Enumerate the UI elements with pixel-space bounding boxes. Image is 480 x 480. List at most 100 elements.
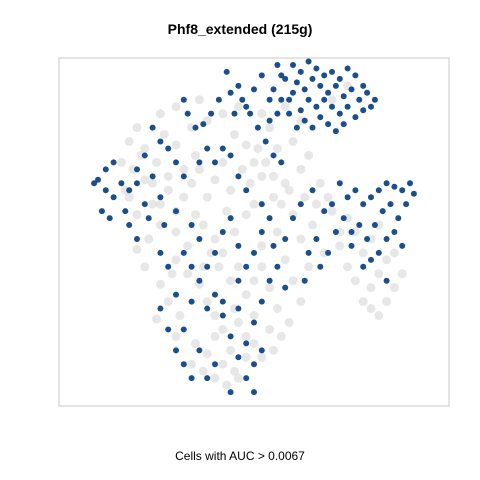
highlighted-cell-point xyxy=(243,340,250,347)
highlighted-cell-point xyxy=(301,117,308,124)
highlighted-cell-point xyxy=(348,229,355,235)
highlighted-cell-point xyxy=(219,145,226,152)
background-cell-point xyxy=(265,324,275,334)
highlighted-cell-point xyxy=(325,121,332,128)
highlighted-cell-point xyxy=(356,222,363,229)
highlighted-cell-point xyxy=(219,229,226,235)
highlighted-cell-point xyxy=(227,389,234,396)
highlighted-cell-point xyxy=(325,249,332,256)
background-cell-point xyxy=(167,269,177,279)
background-cell-point xyxy=(233,373,243,383)
highlighted-cell-point xyxy=(360,82,367,89)
highlighted-cell-point xyxy=(188,375,195,382)
highlighted-cell-point xyxy=(274,110,281,117)
highlighted-cell-point xyxy=(321,96,328,103)
background-cell-point xyxy=(280,255,290,265)
background-cell-point xyxy=(171,102,181,112)
highlighted-cell-point xyxy=(196,347,203,354)
background-cell-point xyxy=(132,123,142,133)
highlighted-cell-point xyxy=(305,58,312,65)
highlighted-cell-point xyxy=(243,263,250,270)
background-cell-point xyxy=(241,290,251,300)
background-cell-point xyxy=(124,192,134,202)
background-cell-point xyxy=(249,276,259,286)
background-cell-point xyxy=(233,102,243,112)
highlighted-cell-point xyxy=(293,124,300,131)
highlighted-cell-point xyxy=(344,103,351,110)
background-cell-point xyxy=(261,157,271,167)
highlighted-cell-point xyxy=(141,152,148,159)
background-cell-point xyxy=(198,220,208,230)
highlighted-cell-point xyxy=(368,256,374,263)
highlighted-cell-point xyxy=(180,361,187,368)
highlighted-cell-point xyxy=(212,291,218,298)
highlighted-cell-point xyxy=(134,166,140,173)
highlighted-cell-point xyxy=(282,284,289,291)
highlighted-cell-point xyxy=(383,277,390,284)
highlighted-cell-point xyxy=(368,103,374,110)
highlighted-cell-point xyxy=(336,75,343,82)
background-cell-point xyxy=(382,297,392,307)
background-cell-point xyxy=(171,140,181,150)
background-cell-point xyxy=(366,304,376,314)
highlighted-cell-point xyxy=(391,229,398,235)
background-cell-point xyxy=(152,157,161,167)
background-cell-point xyxy=(249,311,259,321)
background-cell-point xyxy=(272,143,282,153)
highlighted-cell-point xyxy=(329,201,335,208)
highlighted-cell-point xyxy=(305,249,312,256)
highlighted-cell-point xyxy=(270,152,277,159)
highlighted-cell-point xyxy=(403,201,410,208)
background-cell-point xyxy=(233,317,243,327)
highlighted-cell-point xyxy=(251,249,257,256)
highlighted-cell-point xyxy=(212,249,218,256)
highlighted-cell-point xyxy=(410,190,417,197)
highlighted-cell-point xyxy=(258,201,265,208)
highlighted-cell-point xyxy=(383,235,390,242)
highlighted-cell-point xyxy=(243,187,250,194)
highlighted-cell-point xyxy=(383,180,390,187)
highlighted-cell-point xyxy=(258,298,265,305)
highlighted-cell-point xyxy=(278,72,285,79)
background-cell-point xyxy=(253,143,263,153)
background-cell-point xyxy=(140,262,150,272)
highlighted-cell-point xyxy=(282,235,289,242)
background-cell-point xyxy=(222,380,232,390)
highlighted-cell-point xyxy=(313,103,320,110)
highlighted-cell-point xyxy=(239,96,246,103)
background-cell-point xyxy=(202,297,212,307)
background-cell-point xyxy=(210,175,220,185)
background-cell-point xyxy=(382,255,392,265)
highlighted-cell-point xyxy=(407,180,413,187)
highlighted-cell-point xyxy=(243,375,250,382)
background-cell-point xyxy=(233,262,243,272)
background-cell-point xyxy=(269,345,278,355)
background-cell-point xyxy=(304,150,314,160)
highlighted-cell-point xyxy=(118,180,125,187)
highlighted-cell-point xyxy=(262,138,269,145)
background-cell-point xyxy=(194,164,204,174)
background-cell-point xyxy=(132,244,142,254)
highlighted-cell-point xyxy=(340,93,347,100)
highlighted-cell-point xyxy=(290,89,296,96)
highlighted-cell-point xyxy=(399,187,406,194)
background-cell-point xyxy=(257,262,267,272)
highlighted-cell-point xyxy=(102,187,109,194)
highlighted-cell-point xyxy=(352,187,359,194)
highlighted-cell-point xyxy=(321,208,328,215)
background-cell-point xyxy=(269,192,278,202)
highlighted-cell-point xyxy=(212,159,218,166)
background-cell-point xyxy=(179,192,189,202)
background-cell-point xyxy=(358,248,368,258)
highlighted-cell-point xyxy=(348,86,355,93)
highlighted-cell-point xyxy=(375,187,382,194)
background-cell-point xyxy=(183,269,193,279)
highlighted-cell-point xyxy=(149,173,156,180)
background-cell-point xyxy=(218,248,228,258)
background-cell-point xyxy=(218,324,228,334)
highlighted-cell-point xyxy=(173,347,179,354)
background-cell-point xyxy=(296,297,306,307)
background-cell-point xyxy=(194,95,204,105)
highlighted-cell-point xyxy=(395,215,402,222)
highlighted-cell-point xyxy=(360,201,367,208)
